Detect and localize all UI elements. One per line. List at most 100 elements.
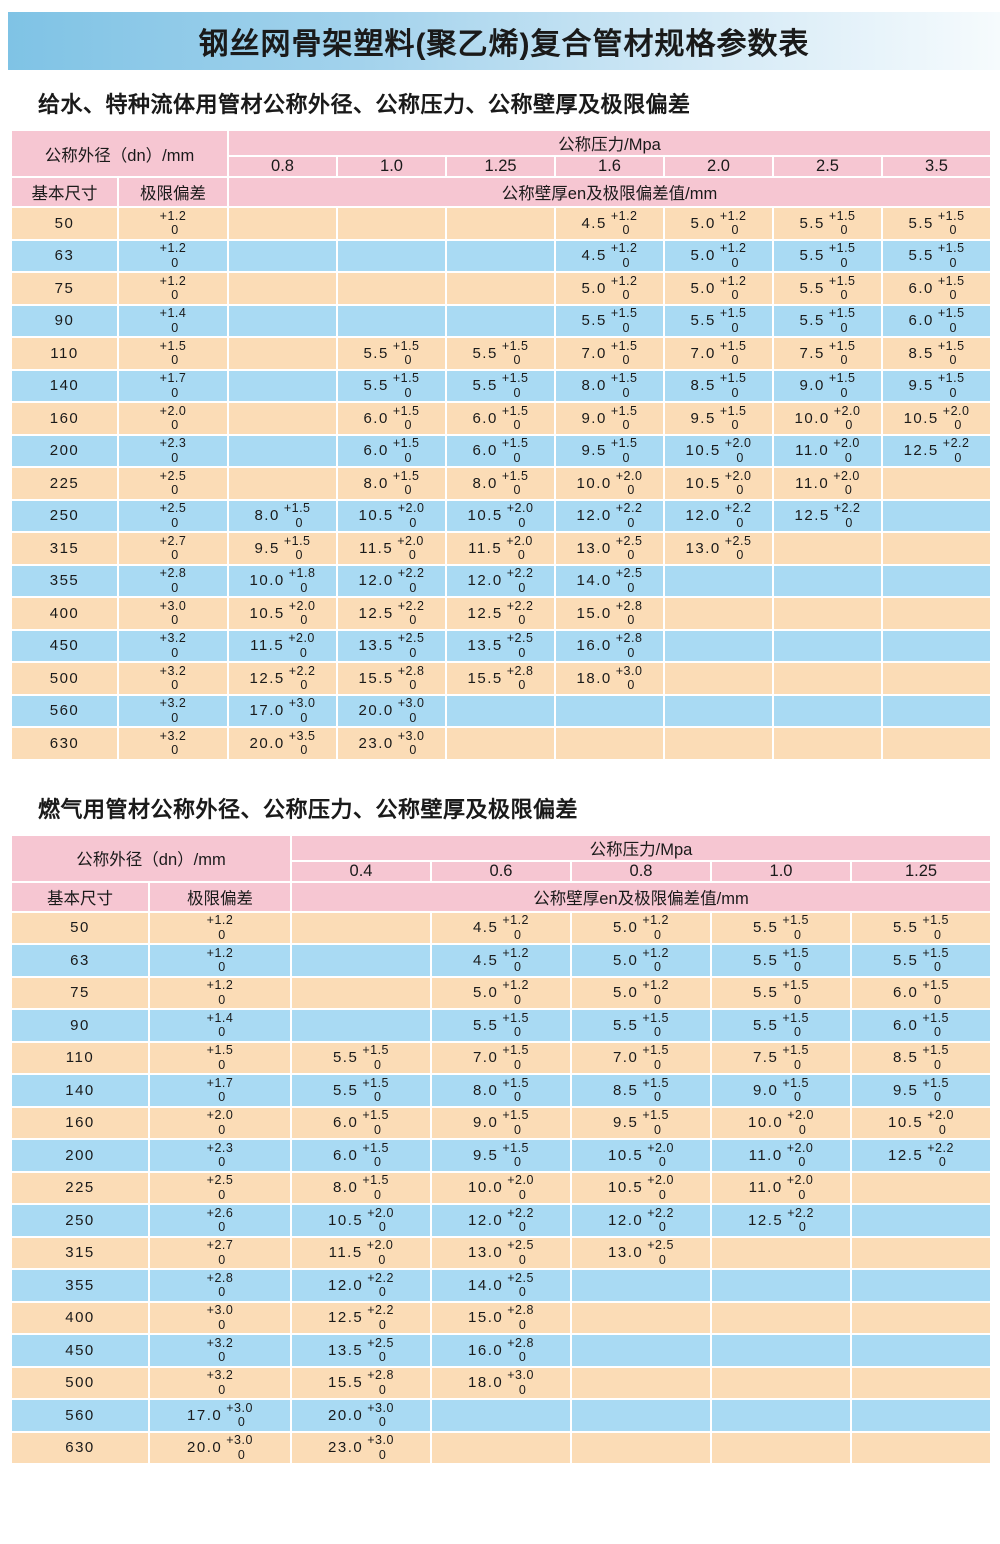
tolerance-stack: +1.2 0: [642, 946, 669, 975]
wall-thickness-cell: 10.0 +2.0 0: [710, 1105, 852, 1140]
wall-thickness-cell: 5.0 +1.2 0: [663, 271, 774, 306]
wall-thickness-cell: 6.0 +1.5 0: [850, 975, 992, 1010]
tolerance-stack: +3.2 0: [160, 631, 187, 660]
tolerance-upper: +1.2: [610, 273, 638, 288]
dn-cell: 560: [10, 693, 119, 728]
wall-thickness-cell: [554, 693, 665, 728]
wall-thickness-cell: 13.5 +2.5 0: [336, 628, 447, 663]
nominal-value: 5.5: [332, 1049, 359, 1067]
wall-thickness-cell: [336, 238, 447, 273]
value-with-tolerance: 12.5 +2.2 0: [775, 501, 880, 530]
value-with-tolerance: 5.5 +1.5 0: [853, 913, 989, 942]
tolerance-lower: 0: [793, 1057, 802, 1072]
dn-cell: 355: [10, 1268, 150, 1303]
tolerance-stack: +2.5 0: [160, 501, 187, 530]
tolerance-stack: +1.5 0: [922, 1043, 949, 1072]
deviation-cell: +1.2 0: [148, 975, 292, 1010]
value-with-tolerance: +2.7 0: [151, 1238, 289, 1267]
deviation-cell: +1.2 0: [117, 271, 229, 306]
tolerance-lower: 0: [218, 1057, 226, 1072]
tolerance-upper: +2.0: [724, 468, 752, 483]
value-with-tolerance: 10.0 +2.0 0: [713, 1108, 849, 1137]
nominal-value: 10.5: [358, 507, 394, 525]
wall-thickness-cell: 15.0 +2.8 0: [430, 1300, 572, 1335]
wall-thickness-cell: 12.5 +2.2 0: [445, 596, 556, 631]
tolerance-stack: +1.5 0: [393, 404, 420, 433]
tolerance-upper: +3.2: [159, 631, 187, 646]
tolerance-upper: +2.2: [288, 663, 316, 678]
tolerance-stack: +1.5 0: [782, 1076, 809, 1105]
tolerance-lower: 0: [295, 515, 303, 530]
dn-cell: 225: [10, 466, 119, 501]
tolerance-stack: +1.5 0: [782, 1011, 809, 1040]
tolerance-upper: +2.5: [507, 1270, 534, 1285]
wall-thickness-cell: 4.5 +1.2 0: [430, 910, 572, 945]
wall-thickness-cell: 7.0 +1.5 0: [430, 1040, 572, 1075]
tolerance-upper: +2.5: [506, 631, 534, 646]
wall-thickness-cell: 5.5 +1.5 0: [710, 910, 852, 945]
value-with-tolerance: +2.3 0: [120, 436, 226, 465]
wall-thickness-cell: 12.0 +2.2 0: [554, 498, 665, 533]
tolerance-lower: 0: [409, 710, 417, 725]
wall-thickness-cell: 16.0 +2.8 0: [554, 628, 665, 663]
value-with-tolerance: 5.5 +1.5 0: [775, 209, 880, 238]
nominal-value: 12.5: [748, 1211, 784, 1229]
value-with-tolerance: 14.0 +2.5 0: [433, 1270, 569, 1300]
wall-thickness-cell: 6.0 +1.5 0: [290, 1105, 432, 1140]
tolerance-stack: +2.2 0: [367, 1271, 394, 1300]
tolerance-stack: +1.2 0: [160, 241, 187, 270]
value-with-tolerance: 9.5 +1.5 0: [666, 404, 771, 433]
tolerance-lower: 0: [218, 992, 226, 1007]
tolerance-lower: 0: [404, 385, 412, 400]
tolerance-upper: +1.5: [922, 1075, 950, 1090]
nominal-value: 5.0: [581, 279, 607, 297]
dn-cell: 200: [10, 1138, 150, 1173]
value-with-tolerance: 5.5 +1.5 0: [293, 1043, 429, 1072]
wall-thickness-cell: 8.0 +1.5 0: [336, 466, 447, 501]
tolerance-upper: +1.5: [937, 208, 965, 223]
value-with-tolerance: 8.5 +1.5 0: [666, 371, 771, 400]
nominal-value: 8.5: [690, 377, 716, 395]
wall-thickness-cell: [227, 336, 338, 371]
tolerance-lower: 0: [731, 418, 739, 433]
wall-thickness-cell: 23.0 +3.0 0: [336, 726, 447, 761]
tolerance-upper: +3.2: [206, 1368, 234, 1383]
wall-thickness-cell: [710, 1300, 852, 1335]
value-with-tolerance: 8.0 +1.5 0: [293, 1173, 429, 1202]
tolerance-lower: 0: [954, 450, 962, 465]
value-with-tolerance: 10.0 +2.0 0: [433, 1173, 569, 1202]
tolerance-upper: +2.0: [833, 468, 860, 483]
tolerance-stack: +1.5 0: [160, 339, 187, 368]
wall-thickness-cell: 18.0 +3.0 0: [430, 1365, 572, 1400]
tolerance-lower: 0: [736, 515, 744, 530]
tolerance-lower: 0: [949, 288, 957, 303]
wall-thickness-cell: 20.0 +3.0 0: [336, 693, 447, 728]
tolerance-lower: 0: [658, 1155, 667, 1170]
value-with-tolerance: 5.5 +1.5 0: [339, 339, 444, 368]
deviation-cell: +1.7 0: [117, 368, 229, 403]
tolerance-stack: +2.8 0: [507, 1336, 534, 1365]
tolerance-upper: +2.8: [367, 1368, 394, 1383]
wall-thickness-cell: 13.0 +2.5 0: [663, 531, 774, 566]
nominal-value: 11.5: [359, 539, 394, 557]
tolerance-lower: 0: [518, 580, 526, 595]
tolerance-stack: +1.5 0: [782, 946, 809, 975]
nominal-value: 5.5: [799, 247, 825, 265]
wall-thickness-cell: 6.0 +1.5 0: [336, 401, 447, 436]
wall-thickness-cell: [570, 1300, 712, 1335]
value-with-tolerance: 9.5 +1.5 0: [884, 371, 989, 400]
table-row: 140 +1.7 0 5.5 +1.5 0 5.5 +1.5 0 8.0 +1.5 0 8.5 +1.5 0…: [10, 368, 993, 403]
tolerance-lower: 0: [237, 1447, 246, 1462]
nominal-value: 7.5: [799, 344, 825, 362]
tolerance-stack: +2.8 0: [367, 1368, 394, 1397]
wall-thickness-cell: 11.0 +2.0 0: [710, 1138, 852, 1173]
wall-thickness-cell: [227, 401, 338, 436]
wall-thickness-cell: 5.5 +1.5 0: [710, 1008, 852, 1043]
tolerance-stack: +2.0 0: [787, 1173, 814, 1202]
wall-thickness-cell: 5.0 +1.2 0: [554, 271, 665, 306]
wall-thickness-cell: 4.5 +1.2 0: [430, 943, 572, 978]
nominal-value: 11.0: [795, 442, 830, 460]
tolerance-upper: +1.5: [782, 945, 810, 960]
value-with-tolerance: 13.5 +2.5 0: [293, 1336, 429, 1365]
nominal-value: 17.0: [187, 1406, 223, 1424]
